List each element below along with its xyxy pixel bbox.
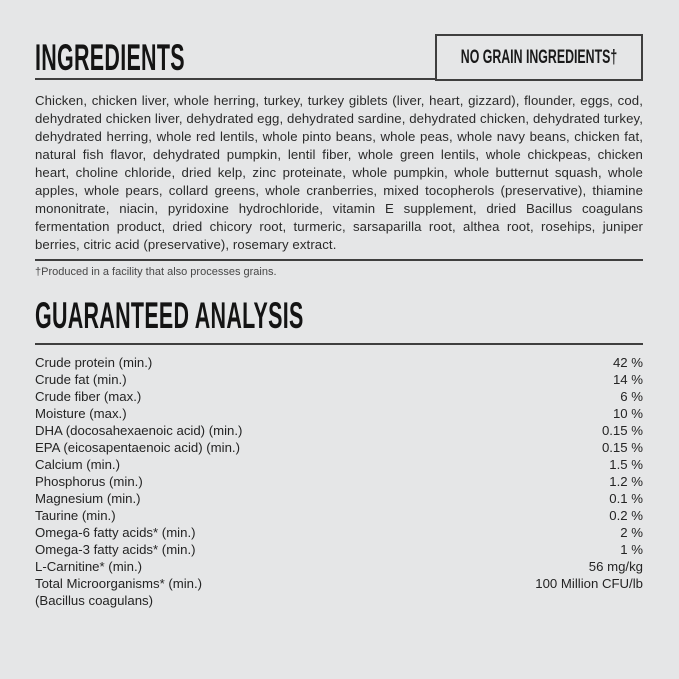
ingredients-header: INGREDIENTS NO GRAIN INGREDIENTS† — [35, 0, 643, 81]
table-row: Taurine (min.) 0.2 % — [35, 507, 643, 524]
row-label: Taurine (min.) — [35, 508, 116, 523]
row-value: 56 mg/kg — [588, 559, 643, 574]
table-row: Crude protein (min.) 42 % — [35, 354, 643, 371]
row-label: Crude fiber (max.) — [35, 389, 142, 404]
row-label: Calcium (min.) — [35, 457, 120, 472]
row-value: 0.1 % — [609, 491, 643, 506]
table-row: Omega-3 fatty acids* (min.) 1 % — [35, 541, 643, 558]
table-row: EPA (eicosapentaenoic acid) (min.) 0.15 … — [35, 439, 643, 456]
row-label: Omega-3 fatty acids* (min.) — [35, 542, 196, 557]
row-label: (Bacillus coagulans) — [35, 593, 154, 608]
no-grain-badge-text: NO GRAIN INGREDIENTS† — [460, 46, 618, 68]
grain-footnote: †Produced in a facility that also proces… — [35, 266, 277, 278]
footnote-divider — [35, 259, 643, 261]
row-label: EPA (eicosapentaenoic acid) (min.) — [35, 440, 240, 455]
table-row: L-Carnitine* (min.) 56 mg/kg — [35, 558, 643, 575]
row-value: 100 Million CFU/lb — [535, 576, 643, 591]
row-value: 14 % — [612, 372, 643, 387]
row-value: 2 % — [620, 525, 643, 540]
row-value: 6 % — [620, 389, 643, 404]
table-row: Omega-6 fatty acids* (min.) 2 % — [35, 524, 643, 541]
table-row: (Bacillus coagulans) — [35, 592, 643, 609]
row-value: 1 % — [620, 542, 643, 557]
row-label: Crude fat (min.) — [35, 372, 127, 387]
analysis-title-text: GUARANTEED ANALYSIS — [35, 295, 304, 336]
analysis-table: Crude protein (min.) 42 % Crude fat (min… — [35, 354, 643, 609]
analysis-divider — [35, 343, 643, 345]
row-label: Phosphorus (min.) — [35, 474, 143, 489]
table-row: Crude fiber (max.) 6 % — [35, 388, 643, 405]
table-row: Crude fat (min.) 14 % — [35, 371, 643, 388]
row-label: Total Microorganisms* (min.) — [35, 576, 203, 591]
table-row: Calcium (min.) 1.5 % — [35, 456, 643, 473]
row-label: DHA (docosahexaenoic acid) (min.) — [35, 423, 243, 438]
table-row: Magnesium (min.) 0.1 % — [35, 490, 643, 507]
row-value: 0.2 % — [609, 508, 643, 523]
analysis-header: GUARANTEED ANALYSIS — [35, 294, 643, 334]
row-value: 0.15 % — [601, 440, 643, 455]
ingredients-text: Chicken, chicken liver, whole herring, t… — [35, 93, 643, 252]
row-label: L-Carnitine* (min.) — [35, 559, 142, 574]
row-value: 10 % — [612, 406, 643, 421]
row-value: 1.5 % — [609, 457, 643, 472]
row-label: Crude protein (min.) — [35, 355, 153, 370]
row-value: 1.2 % — [609, 474, 643, 489]
ingredients-divider — [35, 78, 643, 80]
row-label: Magnesium (min.) — [35, 491, 141, 506]
row-label: Moisture (max.) — [35, 406, 127, 421]
table-row: Total Microorganisms* (min.) 100 Million… — [35, 575, 643, 592]
table-row: Moisture (max.) 10 % — [35, 405, 643, 422]
no-grain-badge: NO GRAIN INGREDIENTS† — [435, 34, 643, 81]
table-row: Phosphorus (min.) 1.2 % — [35, 473, 643, 490]
row-value: 0.15 % — [601, 423, 643, 438]
row-value: 42 % — [612, 355, 643, 370]
ingredients-title-text: INGREDIENTS — [35, 37, 185, 78]
table-row: DHA (docosahexaenoic acid) (min.) 0.15 % — [35, 422, 643, 439]
row-label: Omega-6 fatty acids* (min.) — [35, 525, 196, 540]
ingredients-title: INGREDIENTS — [35, 39, 293, 76]
